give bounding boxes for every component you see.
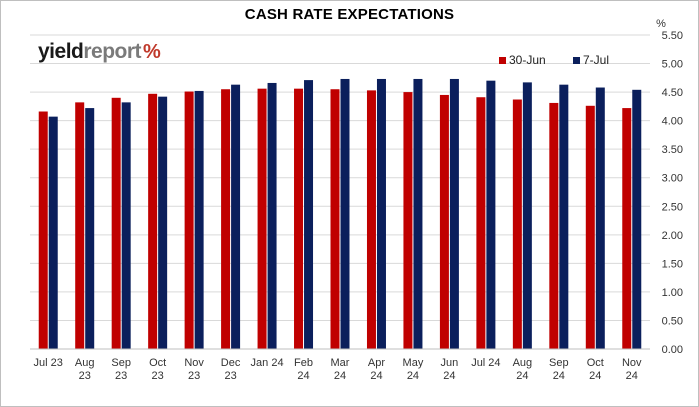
bar-30-jun [366, 90, 376, 350]
x-tick-label: Nov [184, 357, 204, 369]
logo-text-report: report [83, 40, 142, 63]
y-tick-label: 5.50 [662, 30, 683, 42]
bar-7-jul [340, 78, 350, 350]
y-tick-label: 1.00 [662, 287, 683, 299]
x-tick-label: Feb [294, 357, 313, 369]
bar-30-jun [111, 97, 121, 349]
bar-7-jul [486, 80, 496, 349]
bar-7-jul [522, 82, 532, 350]
x-tick-label: 23 [152, 370, 164, 382]
x-tick-label: Dec [221, 357, 241, 369]
x-tick-label: 24 [589, 370, 601, 382]
y-tick-label: 2.00 [662, 230, 683, 242]
bar-7-jul [376, 78, 386, 350]
y-tick-label: 4.50 [662, 87, 683, 99]
y-axis-unit-label: % [656, 18, 666, 30]
x-tick-label: Mar [331, 357, 350, 369]
bar-30-jun [75, 102, 85, 349]
x-tick-label: 23 [188, 370, 200, 382]
x-tick-label: May [403, 357, 424, 369]
bar-30-jun [622, 108, 632, 350]
logo-percent-symbol: % [143, 41, 161, 63]
bar-30-jun [184, 91, 194, 350]
x-tick-label: Aug [513, 357, 533, 369]
x-tick-label: Aug [75, 357, 95, 369]
legend-swatch [499, 57, 506, 64]
x-tick-label: Jul 24 [471, 357, 500, 369]
bars [38, 78, 642, 350]
bar-7-jul [449, 78, 459, 350]
x-tick-label: 24 [553, 370, 565, 382]
x-tick-label: 23 [115, 370, 127, 382]
legend-label: 7-Jul [583, 53, 609, 67]
bar-7-jul [121, 102, 131, 349]
bar-7-jul [595, 87, 605, 350]
yieldreport-logo: yieldreport% [38, 40, 161, 64]
bar-7-jul [231, 84, 241, 349]
x-tick-label: 24 [443, 370, 455, 382]
y-tick-label: 5.00 [662, 59, 683, 71]
logo-text-yield: yield [38, 40, 84, 63]
bar-7-jul [267, 82, 277, 349]
bar-30-jun [439, 94, 449, 349]
legend-swatch [573, 57, 580, 64]
x-tick-label: 24 [334, 370, 346, 382]
bar-30-jun [294, 88, 304, 349]
x-tick-label: Sep [549, 357, 569, 369]
bar-30-jun [38, 111, 48, 349]
bar-7-jul [632, 89, 642, 349]
x-tick-label: 23 [79, 370, 91, 382]
legend-label: 30-Jun [509, 53, 546, 67]
bar-7-jul [413, 78, 423, 350]
bar-30-jun [512, 99, 522, 349]
x-tick-label: Apr [368, 357, 385, 369]
bar-7-jul [304, 80, 314, 350]
bar-30-jun [585, 105, 595, 349]
y-tick-label: 3.00 [662, 173, 683, 185]
y-tick-label: 0.50 [662, 315, 683, 327]
chart-title: CASH RATE EXPECTATIONS [244, 6, 455, 23]
y-tick-label: 0.00 [662, 344, 683, 356]
bar-30-jun [403, 92, 413, 349]
y-tick-label: 4.00 [662, 116, 683, 128]
bar-30-jun [476, 97, 486, 349]
x-tick-label: 24 [370, 370, 382, 382]
bar-7-jul [194, 90, 204, 349]
bar-30-jun [330, 89, 340, 350]
x-tick-label: 24 [407, 370, 419, 382]
x-tick-label: 24 [297, 370, 309, 382]
bar-30-jun [221, 89, 231, 350]
bar-30-jun [257, 88, 267, 349]
bar-30-jun [549, 102, 559, 350]
x-tick-label: Oct [149, 357, 166, 369]
bar-7-jul [559, 84, 569, 349]
x-tick-label: 24 [516, 370, 528, 382]
x-tick-label: Nov [622, 357, 642, 369]
x-tick-label: Jan 24 [251, 357, 284, 369]
bar-7-jul [48, 116, 58, 349]
legend: 30-Jun 7-Jul [499, 53, 609, 67]
x-tick-label: 24 [626, 370, 638, 382]
y-tick-label: 1.50 [662, 258, 683, 270]
bar-7-jul [158, 96, 168, 350]
bar-7-jul [85, 108, 95, 350]
x-tick-label: 23 [224, 370, 236, 382]
y-tick-label: 2.50 [662, 201, 683, 213]
x-tick-label: Jul 23 [34, 357, 63, 369]
axes: 0.00 0.50 1.00 1.50 2.00 2.50 3.00 3.50 4.00 4.50… [30, 18, 683, 382]
bar-30-jun [148, 93, 158, 349]
y-tick-label: 3.50 [662, 144, 683, 156]
x-tick-label: Sep [111, 357, 131, 369]
x-tick-label: Jun [441, 357, 459, 369]
x-tick-label: Oct [587, 357, 604, 369]
